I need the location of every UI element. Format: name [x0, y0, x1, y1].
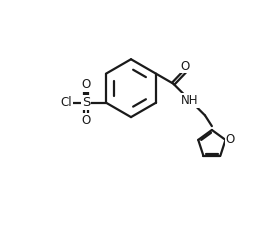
Text: S: S [82, 96, 90, 109]
Text: O: O [181, 60, 190, 73]
Text: NH: NH [181, 94, 199, 107]
Text: Cl: Cl [61, 96, 72, 109]
Text: O: O [226, 133, 235, 146]
Text: O: O [81, 78, 91, 91]
Text: O: O [81, 114, 91, 127]
